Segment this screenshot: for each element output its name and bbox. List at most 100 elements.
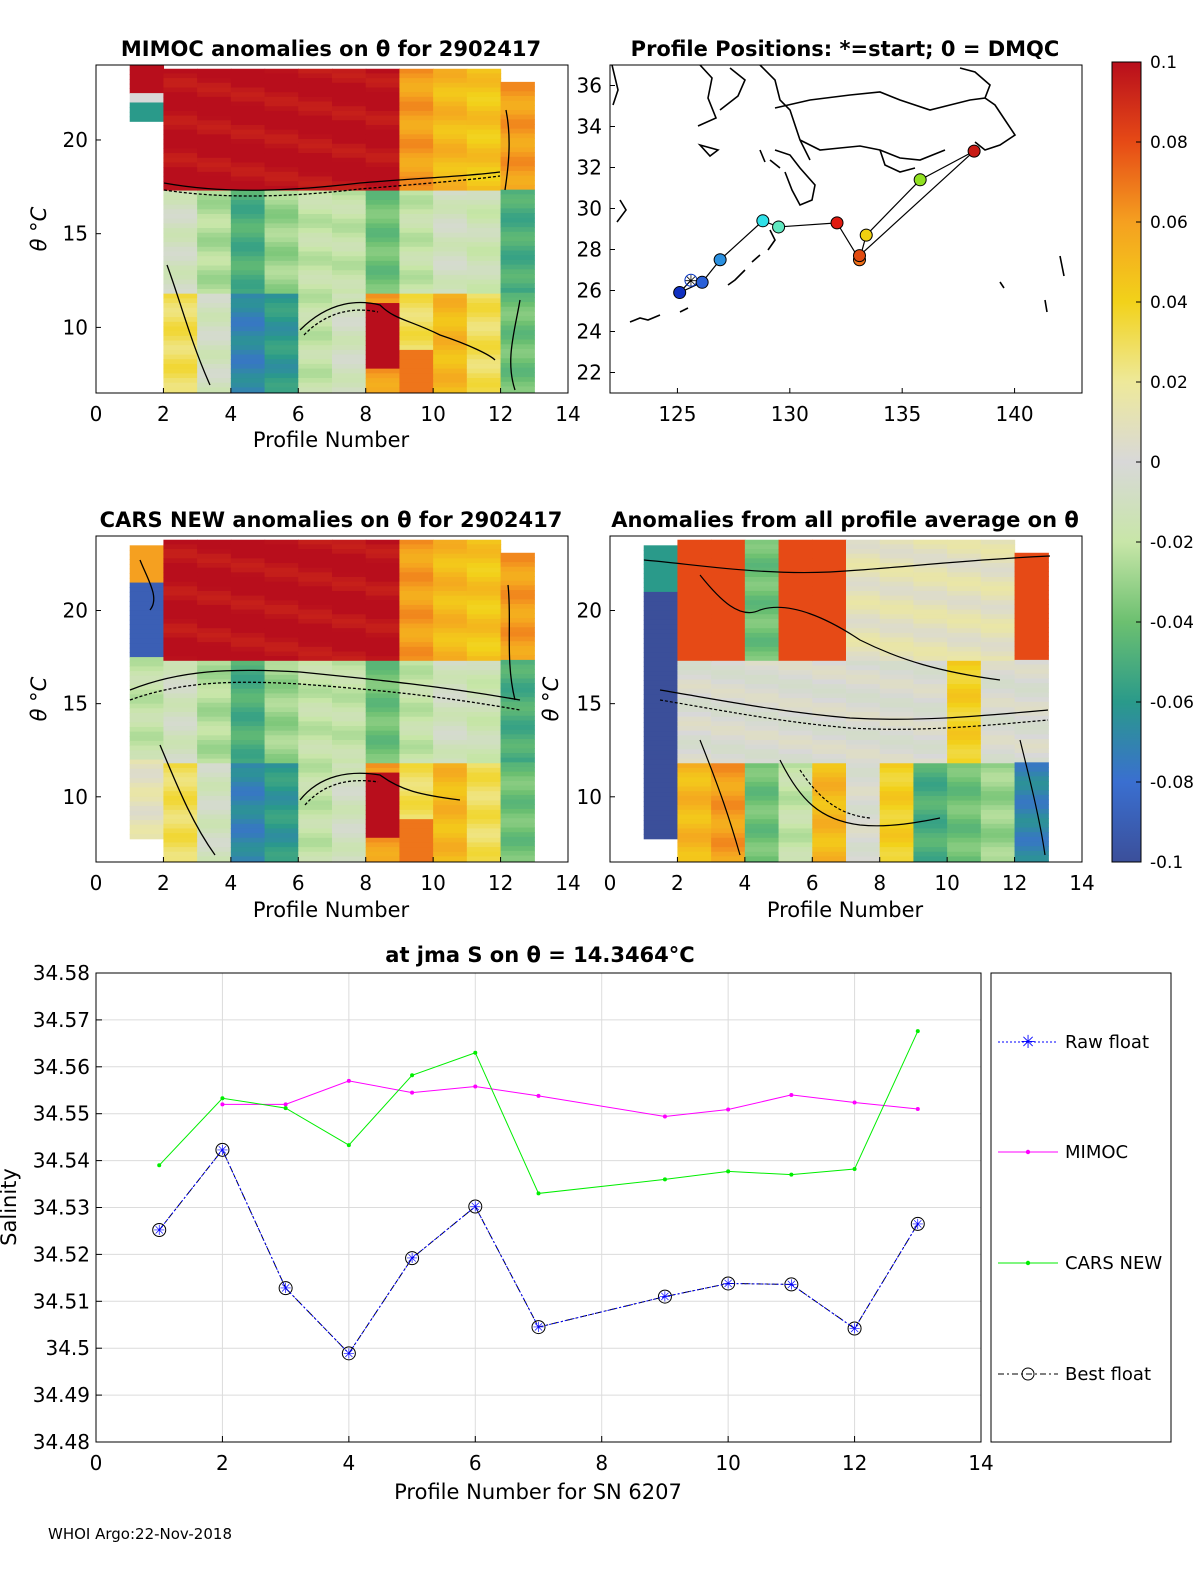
heatmap-cell: [913, 567, 948, 573]
heatmap-cell: [433, 837, 468, 844]
heatmap-cell: [264, 735, 299, 741]
heatmap-cell: [913, 553, 948, 559]
heatmap-cell: [846, 781, 881, 788]
heatmap-cell: [711, 632, 746, 639]
heatmap-cell: [913, 539, 948, 545]
heatmap-cell: [433, 618, 468, 625]
heatmap-cell: [264, 809, 299, 816]
heatmap-cell: [980, 656, 1016, 662]
heatmap-cell: [298, 209, 333, 215]
y-tick-label: 15: [577, 692, 602, 716]
heatmap-cell: [778, 614, 813, 620]
heatmap-cell: [264, 195, 299, 201]
heatmap-cell: [433, 539, 468, 545]
heatmap-cell: [197, 228, 232, 234]
heatmap-cell: [500, 701, 535, 708]
heatmap-cell: [129, 815, 165, 821]
heatmap-cell: [980, 828, 1016, 834]
salinity-panel-title: at jma S on θ = 14.3464°C: [385, 943, 694, 967]
heatmap-cell: [163, 632, 198, 639]
heatmap-cell: [163, 190, 198, 196]
heatmap-cell: [466, 274, 502, 281]
heatmap-cell: [500, 231, 535, 238]
heatmap-cell: [298, 171, 333, 178]
heatmap-cell: [500, 557, 535, 563]
heatmap-cell: [711, 851, 746, 858]
heatmap-cell: [466, 749, 502, 755]
heatmap-cell: [230, 674, 266, 681]
heatmap-cell: [643, 768, 679, 775]
heatmap-cell: [500, 320, 535, 327]
heatmap-cell: [230, 763, 266, 769]
heatmap-cell: [980, 637, 1016, 643]
heatmap-cell: [879, 828, 915, 834]
heatmap-cell: [947, 730, 982, 736]
heatmap-cell: [643, 745, 679, 751]
heatmap-cell: [947, 777, 982, 783]
heatmap-cell: [163, 185, 198, 192]
heatmap-cell: [846, 553, 881, 559]
heatmap-cell: [365, 228, 401, 234]
heatmap-cell: [643, 605, 679, 612]
heatmap-cell: [298, 317, 333, 323]
heatmap-cell: [643, 657, 679, 663]
heatmap-cell: [129, 778, 165, 784]
heatmap-cell: [163, 223, 198, 229]
heatmap-cell: [846, 744, 881, 750]
heatmap-cell: [846, 660, 881, 667]
heatmap-cell: [399, 363, 434, 370]
heatmap-cell: [365, 363, 401, 370]
heatmap-cell: [466, 190, 502, 196]
heatmap-cell: [744, 753, 780, 760]
heatmap-cell: [230, 767, 266, 774]
average-ylabel: θ °C: [539, 676, 563, 721]
heatmap-cell: [466, 387, 502, 393]
heatmap-cell: [264, 228, 299, 234]
heatmap-cell: [466, 204, 502, 210]
heatmap-cell: [500, 297, 535, 303]
heatmap-cell: [778, 595, 813, 601]
heatmap-cell: [778, 749, 813, 755]
heatmap-cell: [298, 679, 333, 685]
heatmap-cell: [332, 693, 367, 699]
heatmap-cell: [399, 665, 434, 671]
heatmap-cell: [163, 195, 198, 201]
heatmap-cell: [298, 181, 333, 187]
heatmap-cell: [947, 628, 982, 634]
heatmap-cell: [264, 251, 299, 257]
heatmap-cell: [163, 265, 198, 271]
heatmap-cell: [298, 637, 333, 643]
heatmap-cell: [433, 331, 468, 337]
heatmap-cell: [163, 809, 198, 816]
heatmap-cell: [399, 317, 434, 323]
heatmap-cell: [230, 656, 266, 662]
heatmap-cell: [711, 833, 746, 839]
heatmap-cell: [711, 600, 746, 606]
heatmap-cell: [778, 823, 813, 830]
heatmap-cell: [711, 837, 746, 844]
heatmap-cell: [399, 340, 434, 346]
heatmap-cell: [1014, 613, 1049, 619]
heatmap-cell: [643, 829, 679, 835]
heatmap-cell: [711, 563, 746, 569]
heatmap-cell: [433, 237, 468, 243]
heatmap-cell: [500, 344, 535, 350]
heatmap-cell: [466, 623, 502, 629]
heatmap-cell: [264, 539, 299, 545]
heatmap-cell: [365, 646, 401, 653]
heatmap-cell: [500, 278, 535, 284]
heatmap-cell: [913, 828, 948, 834]
heatmap-cell: [332, 284, 367, 290]
heatmap-cell: [298, 604, 333, 611]
heatmap-cell: [1014, 594, 1049, 600]
heatmap-cell: [643, 596, 679, 602]
heatmap-cell: [1014, 608, 1049, 614]
heatmap-cell: [879, 572, 915, 578]
heatmap-cell: [433, 87, 468, 93]
heatmap-cell: [365, 665, 401, 671]
heatmap-cell: [230, 563, 266, 569]
heatmap-cell: [947, 749, 982, 755]
heatmap-cell: [264, 721, 299, 727]
heatmap-cell: [230, 735, 266, 741]
